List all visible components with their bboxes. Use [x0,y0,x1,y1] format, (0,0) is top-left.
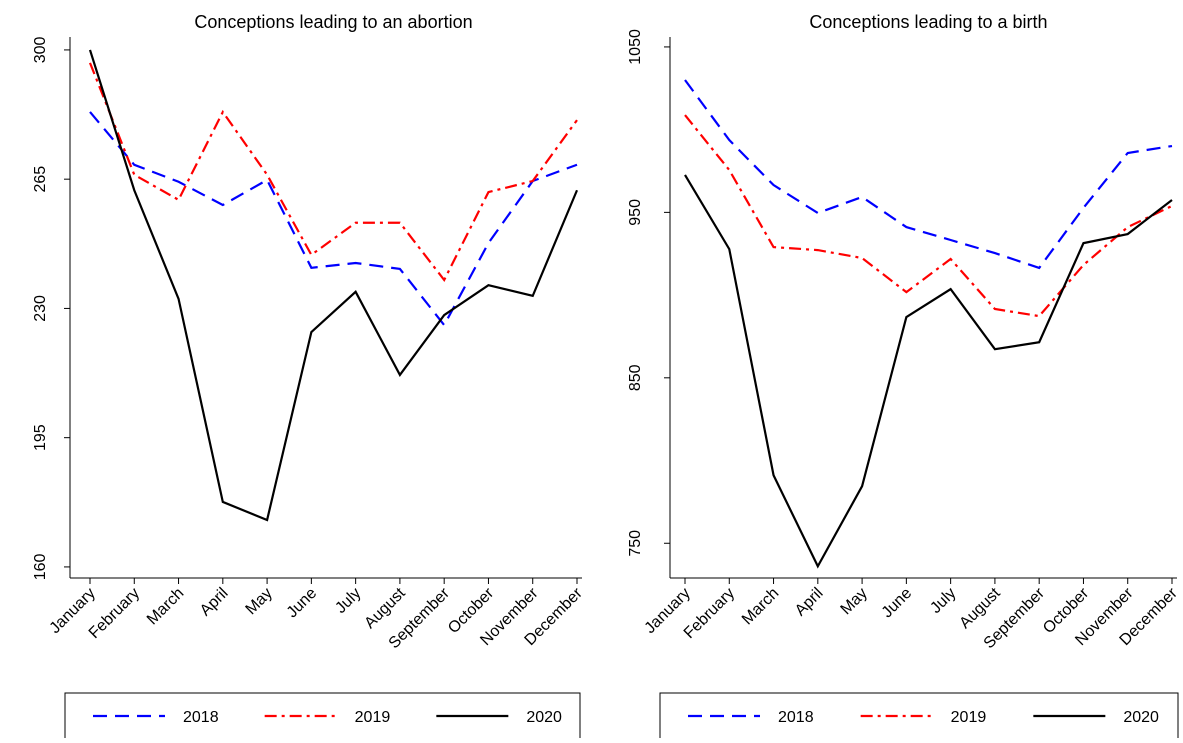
y-tick-label: 300 [32,36,49,63]
y-tick-label: 195 [32,424,49,451]
legend-label: 2019 [355,709,391,726]
chart-title: Conceptions leading to a birth [809,12,1047,32]
y-tick-label: 1050 [627,29,644,65]
x-tick-label: July [927,585,959,617]
series-line [89,111,578,328]
series-line [684,174,1173,569]
series-line [88,62,578,283]
x-tick-label: March [144,585,187,628]
legend-label: 2020 [1123,709,1159,726]
series-line [684,114,1173,318]
x-tick-label: May [838,585,871,618]
legend-label: 2019 [951,709,987,726]
series-line [88,49,579,522]
legend-label: 2018 [183,709,219,726]
series-line [684,79,1173,270]
x-tick-label: July [332,585,364,617]
legend-label: 2018 [778,709,814,726]
y-tick-label: 750 [627,530,644,557]
y-tick-label: 950 [627,199,644,226]
x-tick-label: April [792,585,827,620]
legend-label: 2020 [526,709,562,726]
y-tick-label: 160 [32,553,49,580]
x-tick-label: April [197,585,232,620]
x-tick-label: May [243,585,276,618]
y-tick-label: 265 [32,166,49,193]
x-tick-label: June [284,585,321,622]
x-tick-label: June [879,585,916,622]
chart-title: Conceptions leading to an abortion [194,12,472,32]
y-tick-label: 230 [32,295,49,322]
y-tick-label: 850 [627,364,644,391]
x-tick-label: March [739,585,782,628]
